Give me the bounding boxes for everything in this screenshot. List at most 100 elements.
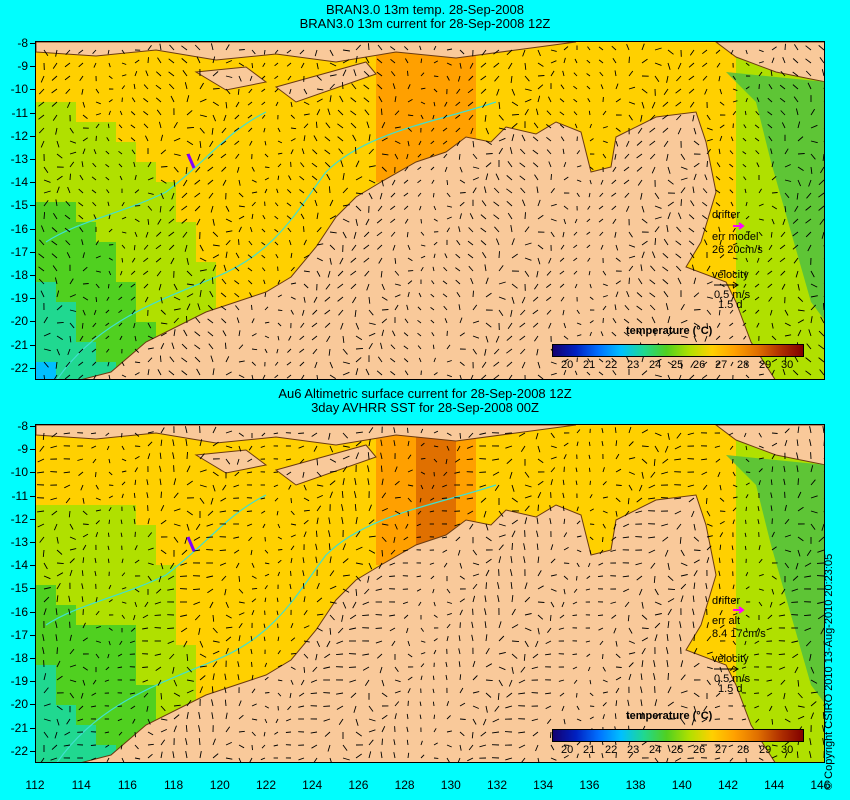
current-vector <box>316 226 322 233</box>
current-vector <box>483 186 487 194</box>
current-vector <box>444 318 448 324</box>
current-vector <box>771 369 775 376</box>
current-vector <box>82 266 88 272</box>
current-vector <box>121 49 125 54</box>
current-vector <box>56 718 60 726</box>
current-vector <box>417 306 422 311</box>
current-vector <box>507 212 513 220</box>
current-vector <box>108 640 111 646</box>
current-vector <box>105 322 110 326</box>
current-vector <box>524 471 530 478</box>
current-vector <box>64 75 71 81</box>
current-vector <box>563 46 569 51</box>
current-vector <box>766 627 773 631</box>
current-vector <box>234 127 240 132</box>
current-vector <box>107 532 110 538</box>
current-vector <box>485 140 492 145</box>
current-vector <box>193 536 201 541</box>
current-vector <box>95 101 101 105</box>
current-vector <box>66 718 71 725</box>
current-vector <box>575 480 578 486</box>
current-vector <box>147 575 152 581</box>
current-vector <box>417 166 422 171</box>
current-vector <box>706 138 713 142</box>
colorbar-tick-label: 25 <box>671 744 684 756</box>
current-vector <box>393 536 396 543</box>
current-vector <box>199 653 207 658</box>
current-vector <box>338 718 344 726</box>
current-vector <box>274 229 279 233</box>
current-vector <box>576 705 580 711</box>
current-vector <box>693 173 697 181</box>
current-vector <box>391 179 396 186</box>
lat-tick-label: -22 <box>10 360 28 375</box>
current-vector <box>563 518 566 525</box>
current-vector <box>511 653 518 659</box>
current-vector <box>43 316 48 324</box>
current-vector <box>769 309 773 316</box>
current-vector <box>207 166 214 172</box>
current-vector <box>170 257 175 265</box>
current-vector <box>69 278 74 285</box>
current-vector <box>154 601 162 605</box>
current-vector <box>276 188 279 194</box>
current-vector <box>560 296 565 302</box>
current-vector <box>238 445 242 452</box>
current-vector <box>375 588 383 591</box>
current-vector <box>159 452 162 460</box>
current-vector <box>498 544 504 551</box>
current-vector <box>743 283 747 288</box>
current-vector <box>353 491 357 499</box>
current-vector <box>108 110 111 116</box>
current-vector <box>407 280 413 285</box>
lat-tick-label: -14 <box>10 175 28 190</box>
current-vector <box>446 192 451 198</box>
current-vector <box>342 455 350 460</box>
current-vector <box>302 471 305 478</box>
current-vector <box>274 361 279 366</box>
current-vector <box>405 523 409 529</box>
current-vector <box>545 692 552 695</box>
current-vector <box>664 549 669 557</box>
current-vector <box>635 562 643 566</box>
current-vector <box>680 549 685 557</box>
current-vector <box>532 653 539 659</box>
current-vector <box>771 57 775 64</box>
current-vector <box>796 751 799 759</box>
current-vector <box>547 96 552 103</box>
current-vector <box>601 441 604 447</box>
current-vector <box>667 316 671 324</box>
current-vector <box>181 549 188 556</box>
current-vector <box>718 557 721 564</box>
current-vector <box>783 692 786 700</box>
current-vector <box>732 88 738 92</box>
current-vector <box>313 757 318 762</box>
current-vector <box>420 675 423 681</box>
current-vector <box>367 452 370 460</box>
current-vector <box>39 445 45 452</box>
current-vector <box>121 74 127 77</box>
current-vector <box>524 75 530 82</box>
current-vector <box>602 496 608 499</box>
current-vector <box>587 98 591 103</box>
current-vector <box>519 162 526 168</box>
current-vector <box>602 679 608 683</box>
current-vector <box>728 692 734 695</box>
current-vector <box>433 45 437 51</box>
current-vector <box>376 244 383 250</box>
current-vector <box>81 161 84 168</box>
current-vector <box>159 465 162 473</box>
current-vector <box>459 575 465 580</box>
current-vector <box>649 140 656 146</box>
current-vector <box>472 187 477 194</box>
current-vector <box>250 635 253 642</box>
current-vector <box>251 575 257 579</box>
current-vector <box>531 718 539 722</box>
current-vector <box>277 322 282 327</box>
current-vector <box>277 549 283 551</box>
current-vector <box>342 69 347 77</box>
current-vector <box>274 75 279 80</box>
current-vector <box>627 614 630 622</box>
current-vector <box>654 699 658 707</box>
current-vector <box>394 257 397 264</box>
